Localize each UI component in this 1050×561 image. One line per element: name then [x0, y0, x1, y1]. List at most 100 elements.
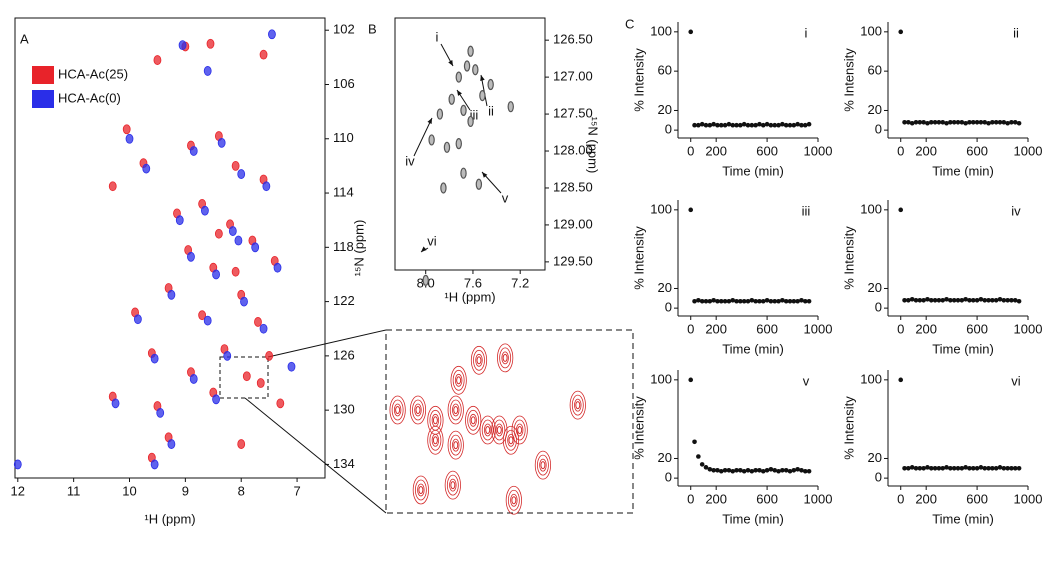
point	[802, 122, 808, 128]
point	[970, 119, 976, 125]
contour-ring	[427, 425, 444, 455]
point	[722, 298, 728, 304]
peak	[167, 289, 176, 300]
point	[730, 297, 736, 303]
point	[974, 466, 980, 471]
y-tick-label: 128.50	[553, 179, 593, 194]
point	[787, 122, 793, 128]
point	[703, 298, 709, 304]
contour-ring	[452, 438, 460, 452]
peak	[575, 401, 581, 410]
point	[780, 121, 785, 127]
point	[780, 297, 785, 303]
point	[802, 298, 808, 304]
x-tick-label: 200	[915, 491, 937, 506]
point	[978, 465, 984, 470]
annotation: ii	[488, 103, 494, 118]
point	[696, 454, 701, 459]
y-tick-label: 0	[665, 470, 672, 485]
point	[955, 119, 961, 125]
contour-ring	[515, 423, 524, 437]
point	[783, 298, 789, 304]
peak	[273, 262, 282, 273]
contour-ring	[481, 419, 494, 441]
x-tick-label: 7.2	[511, 275, 529, 290]
point	[764, 297, 770, 303]
y-tick-label: 129.00	[553, 216, 593, 231]
peak	[237, 169, 246, 179]
point	[795, 466, 800, 472]
y-tick-label: 0	[875, 470, 882, 485]
peak	[455, 138, 462, 150]
x-tick-label: 1000	[804, 491, 833, 506]
x-tick-label: 600	[966, 143, 988, 158]
point	[699, 121, 705, 127]
peak	[142, 163, 151, 174]
x-tick-label: 200	[915, 143, 937, 158]
y-tick-label: 0	[875, 122, 882, 137]
point	[1016, 120, 1022, 126]
contour-ring	[469, 413, 477, 427]
x-axis-title: Time (min)	[932, 163, 994, 178]
point	[707, 122, 713, 128]
point	[948, 297, 953, 303]
plot-title: ii	[1013, 25, 1019, 40]
point	[768, 466, 774, 472]
annotation: iii	[470, 107, 479, 122]
plot-title: vi	[1011, 373, 1021, 388]
x-tick-label: 1000	[1014, 491, 1043, 506]
point	[696, 122, 701, 128]
annotation-arrow	[413, 117, 433, 157]
point	[936, 119, 942, 125]
y-axis-title: % Intensity	[841, 396, 856, 460]
point	[764, 467, 770, 473]
point	[692, 439, 697, 445]
x-tick-label: 0	[897, 321, 904, 336]
peak	[475, 178, 483, 190]
point	[982, 119, 988, 125]
point	[768, 122, 774, 128]
contour-ring	[539, 458, 547, 472]
peak	[428, 134, 435, 146]
peak	[440, 182, 447, 194]
point	[718, 122, 724, 128]
point	[715, 467, 720, 473]
legend-swatch	[32, 90, 54, 108]
point	[906, 466, 911, 471]
point	[726, 121, 732, 127]
point	[749, 297, 755, 303]
arrow-head	[480, 75, 485, 81]
y-tick-label: 20	[868, 102, 882, 117]
point	[951, 297, 957, 303]
point	[917, 119, 923, 125]
point	[741, 121, 747, 127]
contour-ring	[493, 419, 506, 441]
point	[898, 207, 904, 213]
point	[913, 119, 919, 125]
point	[734, 122, 739, 128]
point	[783, 467, 789, 473]
y-tick-label: 100	[650, 23, 672, 38]
point	[772, 467, 778, 473]
peak	[133, 314, 142, 325]
y-axis-title: % Intensity	[841, 48, 856, 112]
x-tick-label: 200	[705, 321, 727, 336]
contour-ring	[449, 399, 462, 421]
point	[993, 466, 999, 471]
peak	[268, 29, 276, 40]
x-tick-label: 1000	[804, 321, 833, 336]
y-tick-label: 20	[658, 102, 672, 117]
point	[757, 121, 762, 127]
peak	[460, 167, 467, 179]
contour-ring	[465, 405, 482, 435]
arrow-head	[482, 172, 488, 178]
peak	[234, 235, 243, 246]
y-tick-label: 122	[333, 293, 355, 308]
peak	[422, 274, 429, 286]
point	[749, 468, 755, 474]
point	[760, 122, 766, 128]
point	[791, 298, 797, 304]
peak	[262, 181, 271, 192]
x-axis-title: Time (min)	[722, 341, 784, 356]
point	[940, 466, 946, 471]
